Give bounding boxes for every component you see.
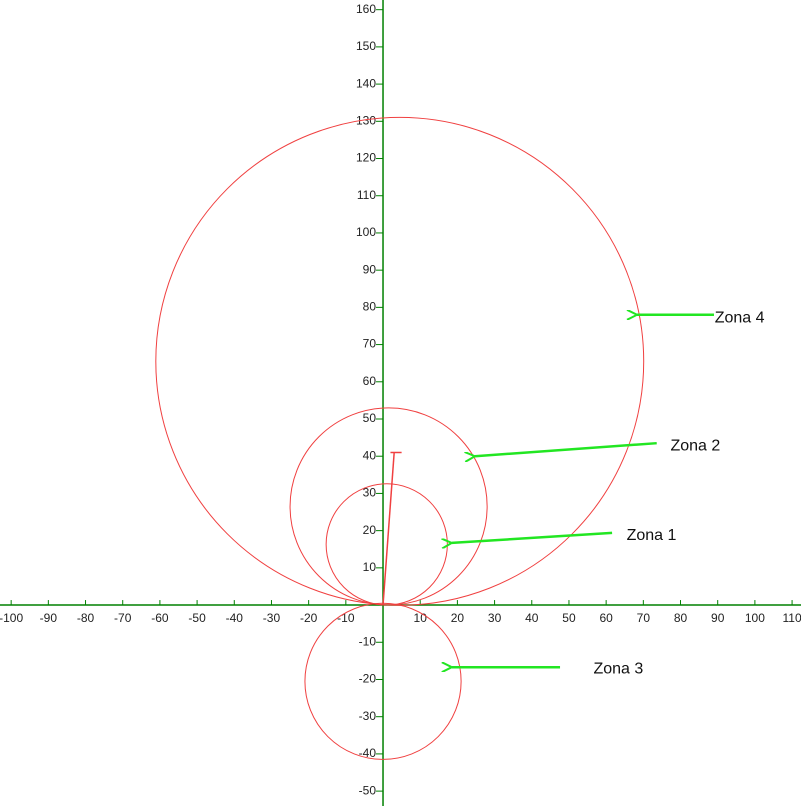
x-tick-label: 110 [783, 611, 801, 625]
x-tick-label: -50 [188, 611, 206, 625]
y-tick-label: 30 [363, 486, 377, 500]
y-tick-label: 70 [363, 337, 377, 351]
zone-label: Zona 3 [593, 660, 643, 677]
x-tick-label: 30 [488, 611, 502, 625]
x-tick-label: -70 [114, 611, 132, 625]
y-tick-label: -20 [359, 672, 377, 686]
x-tick-label: -10 [337, 611, 355, 625]
x-tick-label: -30 [263, 611, 281, 625]
y-tick-label: 90 [363, 262, 377, 276]
zone-circle [155, 116, 645, 606]
y-tick-label: 120 [356, 151, 376, 165]
y-tick-label: 160 [356, 2, 376, 16]
zone-circle [289, 407, 488, 606]
impedance-line [382, 452, 395, 606]
zone-label: Zona 2 [670, 437, 720, 454]
x-tick-label: 10 [414, 611, 428, 625]
x-tick-label: 50 [562, 611, 576, 625]
y-tick-label: 10 [363, 560, 377, 574]
x-tick-label: 100 [745, 611, 765, 625]
zone-label: Zona 4 [715, 309, 765, 326]
y-tick-label: 140 [356, 76, 376, 90]
x-tick-label: -90 [40, 611, 58, 625]
x-tick-label: 80 [674, 611, 688, 625]
y-tick-label: -30 [359, 709, 377, 723]
y-tick-label: 150 [356, 39, 376, 53]
x-tick-label: -100 [0, 611, 23, 625]
y-tick-label: -50 [359, 783, 377, 797]
x-tick-label: 90 [711, 611, 725, 625]
y-tick-label: 110 [357, 188, 376, 202]
y-tick-label: 50 [363, 411, 377, 425]
x-tick-label: -20 [300, 611, 318, 625]
x-tick-label: 20 [451, 611, 465, 625]
y-tick-label: 20 [363, 523, 377, 537]
y-tick-label: 130 [356, 113, 376, 127]
y-tick-label: 80 [363, 300, 377, 314]
x-tick-label: -80 [77, 611, 95, 625]
y-tick-label: 100 [356, 225, 376, 239]
x-tick-label: 60 [599, 611, 613, 625]
x-tick-label: 40 [525, 611, 539, 625]
x-tick-label: -40 [226, 611, 244, 625]
y-tick-label: 60 [363, 374, 377, 388]
x-tick-label: 70 [637, 611, 651, 625]
y-tick-label: -10 [359, 634, 377, 648]
zone-label: Zona 1 [627, 527, 677, 544]
zone-arrow [475, 441, 657, 456]
zone-arrow [452, 531, 613, 543]
x-tick-label: -60 [151, 611, 169, 625]
y-tick-label: 40 [363, 448, 377, 462]
